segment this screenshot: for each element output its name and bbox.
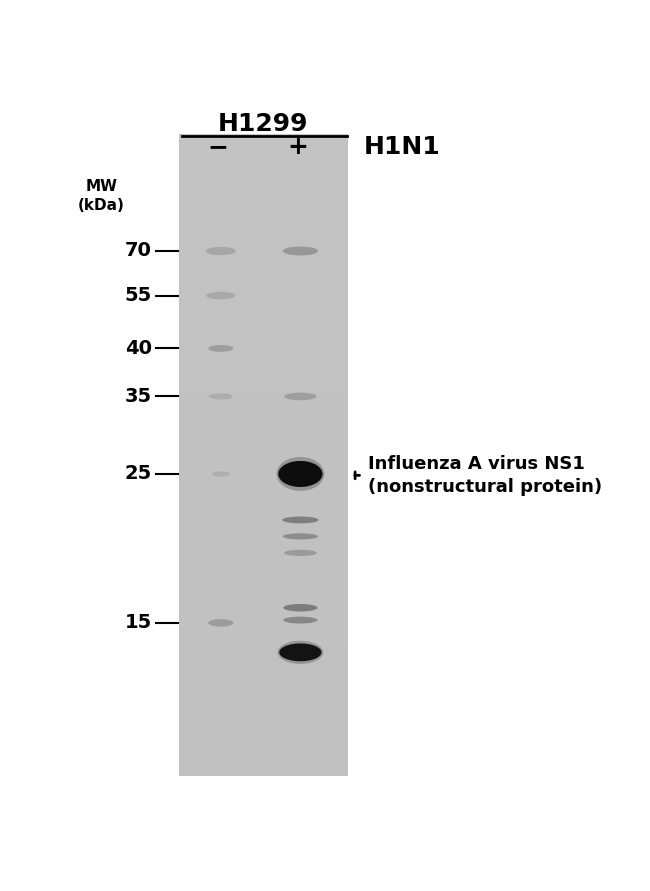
- Ellipse shape: [205, 247, 236, 255]
- Ellipse shape: [278, 461, 322, 487]
- Bar: [179, 552, 348, 568]
- Ellipse shape: [284, 393, 317, 400]
- Ellipse shape: [208, 345, 233, 352]
- Bar: [179, 728, 348, 744]
- Text: 15: 15: [125, 613, 151, 633]
- Bar: [179, 712, 348, 728]
- Bar: [179, 600, 348, 616]
- Ellipse shape: [208, 619, 233, 626]
- Bar: [179, 167, 348, 183]
- Bar: [179, 407, 348, 423]
- Bar: [179, 151, 348, 167]
- Bar: [179, 263, 348, 279]
- Bar: [179, 231, 348, 247]
- Ellipse shape: [280, 643, 322, 661]
- Bar: [179, 295, 348, 311]
- Text: MW
(kDa): MW (kDa): [78, 179, 125, 213]
- Bar: [179, 135, 348, 151]
- Bar: [179, 375, 348, 391]
- Bar: [179, 584, 348, 600]
- Bar: [179, 696, 348, 712]
- Bar: [179, 487, 348, 503]
- Ellipse shape: [212, 471, 229, 477]
- Text: 70: 70: [125, 241, 151, 260]
- Text: +: +: [287, 135, 308, 159]
- Ellipse shape: [278, 641, 323, 664]
- Bar: [179, 423, 348, 439]
- Bar: [179, 455, 348, 471]
- Ellipse shape: [276, 457, 324, 491]
- Bar: [179, 279, 348, 295]
- Text: H1299: H1299: [217, 112, 308, 136]
- Ellipse shape: [284, 550, 317, 556]
- Bar: [179, 568, 348, 584]
- Bar: [179, 343, 348, 359]
- Ellipse shape: [206, 292, 235, 299]
- Bar: [179, 247, 348, 263]
- Ellipse shape: [283, 247, 318, 256]
- Bar: [179, 744, 348, 760]
- Ellipse shape: [282, 517, 318, 523]
- Bar: [179, 471, 348, 487]
- Text: 35: 35: [125, 387, 151, 406]
- Text: 55: 55: [125, 286, 151, 305]
- Bar: [179, 503, 348, 519]
- Bar: [179, 327, 348, 343]
- Bar: [179, 135, 348, 776]
- Bar: [179, 760, 348, 776]
- Bar: [179, 391, 348, 407]
- Bar: [179, 616, 348, 632]
- Text: H1N1: H1N1: [363, 135, 440, 159]
- Text: 40: 40: [125, 339, 151, 358]
- Text: Influenza A virus NS1
(nonstructural protein): Influenza A virus NS1 (nonstructural pro…: [369, 454, 603, 496]
- Ellipse shape: [283, 617, 317, 624]
- Ellipse shape: [283, 534, 318, 539]
- Text: 25: 25: [125, 464, 151, 484]
- Bar: [179, 680, 348, 696]
- Bar: [179, 439, 348, 455]
- Bar: [179, 648, 348, 664]
- Bar: [179, 311, 348, 327]
- Ellipse shape: [209, 393, 233, 399]
- Ellipse shape: [283, 604, 317, 611]
- Bar: [179, 519, 348, 535]
- Bar: [179, 215, 348, 231]
- Bar: [179, 664, 348, 680]
- Bar: [179, 359, 348, 375]
- Bar: [179, 535, 348, 552]
- Bar: [179, 632, 348, 648]
- Text: −: −: [208, 135, 229, 159]
- Bar: [179, 199, 348, 215]
- Bar: [179, 183, 348, 199]
